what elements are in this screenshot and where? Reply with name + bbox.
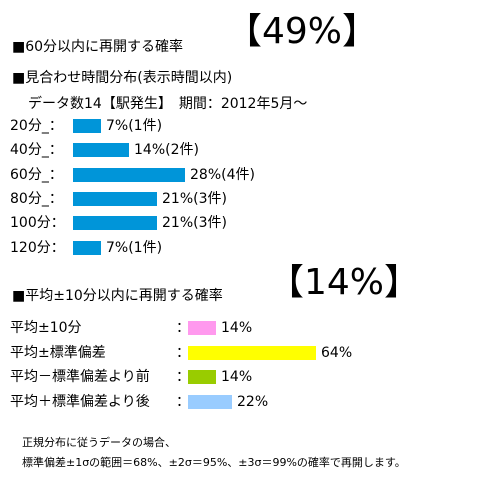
data-label: 64% (321, 344, 353, 361)
bar (188, 370, 216, 384)
bar (188, 345, 316, 360)
bar (188, 394, 232, 409)
footnote-line1: 正規分布に従うデータの場合、 (22, 436, 176, 449)
category-label: 平均＋標準偏差より後 (10, 393, 150, 410)
bar (73, 216, 157, 231)
bar (73, 240, 101, 255)
data-label: 14%(2件) (134, 142, 199, 159)
data-label: 7%(1件) (106, 239, 163, 256)
separator-label: ： (176, 393, 190, 410)
section1-heading: ■60分以内に再開する確率 (12, 39, 184, 55)
category-label: 平均±10分 (10, 320, 82, 336)
section3-heading: ■平均±10分以内に再開する確率 (12, 288, 223, 304)
category-label: 60分_： (10, 166, 63, 183)
bar (73, 191, 157, 206)
bar (188, 321, 216, 335)
section2-heading: ■見合わせ時間分布(表示時間以内) (12, 70, 233, 86)
category-label: 100分： (10, 215, 65, 232)
category-label: 40分_： (10, 142, 63, 159)
data-label: 7%(1件) (106, 118, 163, 134)
category-label: 20分_： (10, 118, 63, 134)
separator-label: ： (176, 320, 190, 336)
data-label: 14% (221, 320, 253, 336)
footnote-line2: 標準偏差±1σの範囲＝68%、±2σ＝95%、±3σ＝99%の確率で再開します。 (22, 456, 406, 469)
data-label: 28%(4件) (190, 166, 255, 183)
bar (73, 143, 129, 158)
data-label: 21%(3件) (162, 215, 227, 232)
category-label: 平均±標準偏差 (10, 344, 106, 361)
separator-label: ： (176, 369, 190, 385)
category-label: 120分： (10, 239, 65, 256)
separator-label: ： (176, 344, 190, 361)
data-count-info: データ数14【駅発生】 期間：2012年5月～ (28, 96, 308, 112)
category-label: 平均－標準偏差より前 (10, 369, 150, 385)
data-label: 14% (221, 369, 253, 385)
data-label: 22% (237, 393, 269, 410)
category-label: 80分_： (10, 190, 63, 207)
probability-mean10-value: 【14%】 (268, 262, 421, 303)
data-label: 21%(3件) (162, 190, 227, 207)
bar (73, 167, 185, 182)
probability-60min-value: 【49%】 (226, 11, 379, 52)
bar (73, 119, 101, 133)
